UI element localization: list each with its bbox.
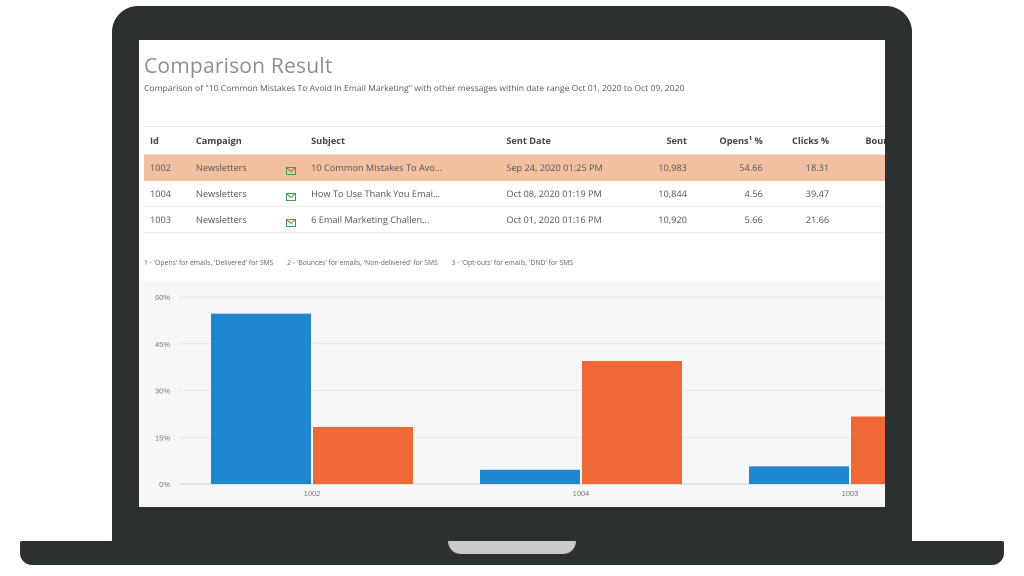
cell-clicks: 39.47 [762, 180, 830, 207]
cell-opens: 5.66 [686, 206, 763, 233]
y-tick-label: 45% [155, 340, 170, 349]
column-header-bounces[interactable]: Bounces [829, 126, 885, 155]
cell-subject[interactable]: How To Use Thank You Emai... [311, 180, 507, 207]
chart-svg: 60% 45% 30% 15% 0% 1002 1004 1003 [155, 293, 885, 498]
page-subtitle: Comparison of "10 Common Mistakes To Avo… [144, 82, 685, 94]
screen: Comparison Result Comparison of "10 Comm… [139, 40, 885, 507]
cell-sent-date: Oct 08, 2020 01:19 PM [506, 180, 611, 207]
footnote: 1 - 'Opens' for emails, 'Delivered' for … [144, 258, 274, 267]
y-tick-label: 30% [155, 387, 170, 396]
table-header-row: Id Campaign Subject Sent Date Sent Opens… [144, 126, 885, 155]
cell-id: 1004 [144, 180, 196, 207]
cell-clicks: 18.31 [762, 154, 830, 181]
column-header-id[interactable]: Id [144, 126, 196, 155]
cell-campaign: Newsletters [195, 206, 287, 233]
bar-1004-series-1 [480, 469, 580, 484]
cell-bounces: 0 [829, 154, 885, 181]
cell-opens: 4.56 [686, 180, 763, 207]
cell-subject[interactable]: 6 Email Marketing Challen... [311, 206, 507, 233]
mail-icon [286, 217, 297, 227]
table-row[interactable]: 1004 Newsletters How To Use Thank You Em… [144, 180, 885, 207]
bar-1003-series-1 [749, 466, 849, 484]
comparison-table: Id Campaign Subject Sent Date Sent Opens… [144, 126, 885, 233]
x-tick-label: 1003 [842, 489, 859, 498]
cell-opens: 54.66 [686, 154, 763, 181]
cell-id: 1003 [144, 206, 196, 233]
cell-bounces: 0 [829, 206, 885, 233]
cell-sent: 10,844 [610, 180, 687, 207]
cell-id: 1002 [144, 154, 196, 181]
cell-sent: 10,983 [610, 154, 687, 181]
table-row[interactable]: 1002 Newsletters 10 Common Mistakes To A… [144, 154, 885, 181]
column-header-subject[interactable]: Subject [311, 126, 507, 155]
page-title: Comparison Result [144, 52, 333, 80]
y-tick-label: 15% [155, 433, 170, 442]
footnote: 2 - 'Bounces' for emails, 'Non-delivered… [287, 258, 438, 267]
x-tick-label: 1002 [304, 489, 321, 498]
bar-1004-series-2 [582, 360, 682, 484]
footnotes: 1 - 'Opens' for emails, 'Delivered' for … [144, 258, 585, 267]
x-tick-label: 1004 [573, 489, 590, 498]
y-tick-label: 60% [155, 293, 170, 302]
mail-icon [286, 191, 297, 201]
comparison-chart: 60% 45% 30% 15% 0% 1002 1004 1003 [139, 281, 885, 507]
bar-1002-series-1 [211, 313, 311, 484]
column-header-sent-date[interactable]: Sent Date [506, 126, 611, 155]
cell-sent-date: Oct 01, 2020 01:16 PM [506, 206, 611, 233]
column-header-campaign[interactable]: Campaign [195, 126, 287, 155]
cell-subject[interactable]: 10 Common Mistakes To Avo... [311, 154, 507, 181]
bar-1002-series-2 [313, 426, 413, 484]
mail-icon [286, 165, 297, 175]
y-tick-label: 0% [159, 480, 170, 489]
column-header-clicks[interactable]: Clicks % [762, 126, 830, 155]
cell-campaign: Newsletters [195, 154, 287, 181]
column-header-sent[interactable]: Sent [610, 126, 687, 155]
footnote: 3 - 'Opt-outs' for emails, 'DND' for SMS [451, 258, 574, 267]
cell-campaign: Newsletters [195, 180, 287, 207]
cell-clicks: 21.66 [762, 206, 830, 233]
cell-sent: 10,920 [610, 206, 687, 233]
column-header-opens[interactable]: Opens¹ % [686, 126, 763, 155]
column-header-type [286, 126, 312, 155]
laptop-notch [448, 541, 576, 554]
cell-sent-date: Sep 24, 2020 01:25 PM [506, 154, 611, 181]
bar-1003-series-2 [851, 416, 885, 484]
cell-bounces: 1 [829, 180, 885, 207]
table-row[interactable]: 1003 Newsletters 6 Email Marketing Chall… [144, 206, 885, 233]
